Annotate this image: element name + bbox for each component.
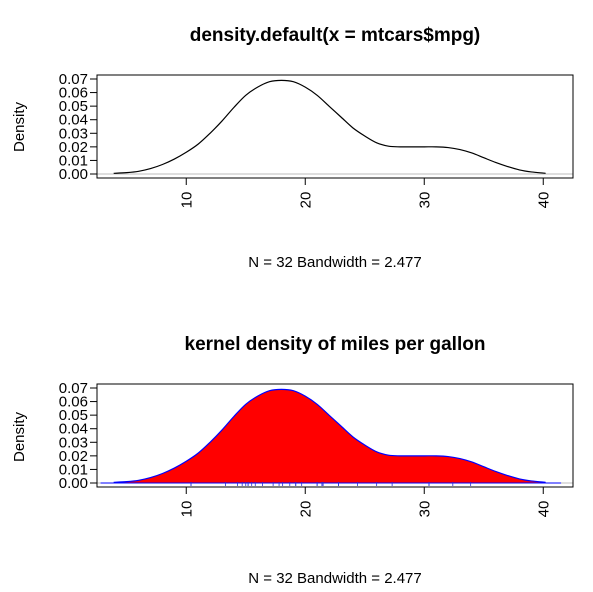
y-axis-label: Density	[11, 411, 28, 462]
y-tick-label: 0.05	[59, 407, 88, 424]
y-tick-label: 0.07	[59, 380, 88, 397]
x-tick-label: 30	[416, 192, 433, 209]
y-tick-label: 0.00	[59, 475, 88, 492]
plot-box	[96, 383, 574, 488]
plot-box	[96, 74, 574, 179]
x-tick-label: 20	[297, 192, 314, 209]
y-tick-label: 0.03	[59, 434, 88, 451]
density-line	[113, 79, 546, 174]
y-tick-label: 0.02	[59, 448, 88, 465]
y-tick-label: 0.04	[59, 112, 88, 129]
x-tick-label: 40	[535, 501, 552, 518]
x-tick-label: 10	[178, 192, 195, 209]
y-tick-label: 0.05	[59, 98, 88, 115]
y-tick-label: 0.06	[59, 394, 88, 411]
x-axis-label: N = 32 Bandwidth = 2.477	[248, 254, 421, 271]
y-tick-label: 0.07	[59, 71, 88, 88]
x-axis-label: N = 32 Bandwidth = 2.477	[248, 570, 421, 587]
density-area	[113, 389, 546, 483]
x-tick-label: 20	[297, 501, 314, 518]
y-tick-label: 0.01	[59, 152, 88, 169]
y-tick-label: 0.04	[59, 421, 88, 438]
y-tick-label: 0.01	[59, 461, 88, 478]
y-tick-label: 0.03	[59, 125, 88, 142]
y-axis-label: Density	[11, 101, 28, 152]
x-tick-label: 30	[416, 501, 433, 518]
y-tick-label: 0.06	[59, 85, 88, 102]
density-plot-bottom: kernel density of miles per gallon N = 3…	[11, 334, 574, 587]
y-tick-label: 0.00	[59, 166, 88, 183]
chart-title: kernel density of miles per gallon	[185, 334, 486, 355]
density-plot-top: density.default(x = mtcars$mpg) N = 32 B…	[11, 25, 574, 271]
density-line	[113, 388, 546, 483]
x-tick-label: 10	[178, 501, 195, 518]
y-tick-label: 0.02	[59, 139, 88, 156]
x-tick-label: 40	[535, 192, 552, 209]
chart-title: density.default(x = mtcars$mpg)	[190, 25, 481, 46]
